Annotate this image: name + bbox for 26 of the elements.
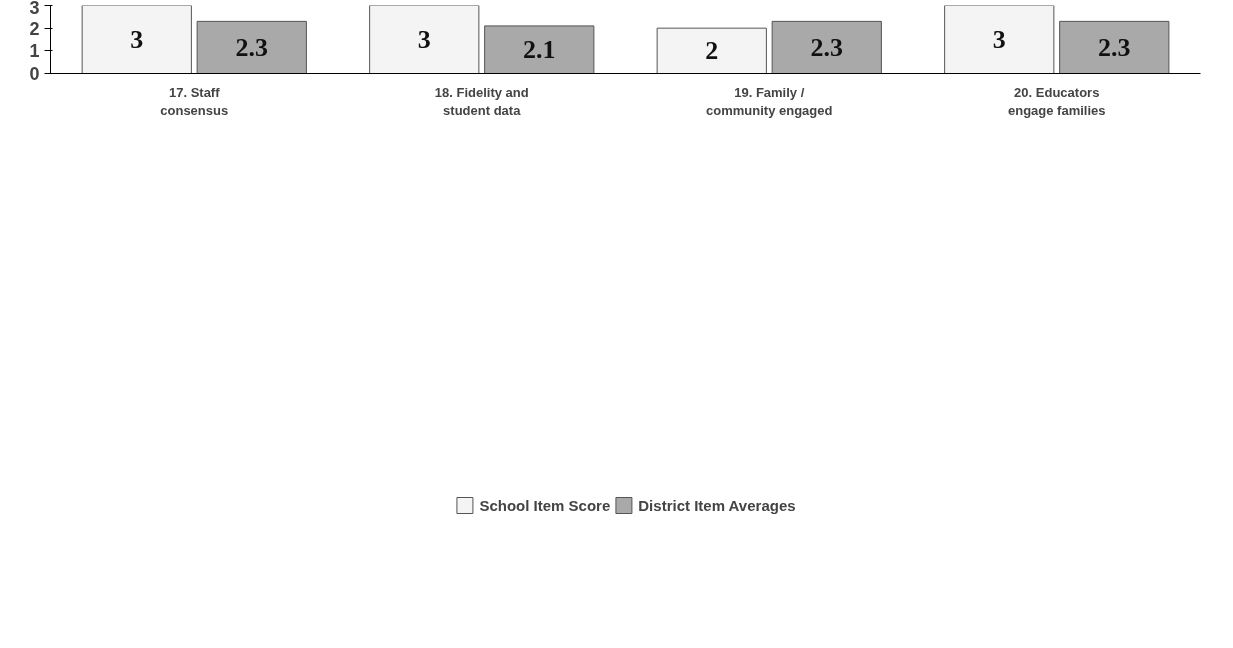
bar — [81, 5, 192, 74]
data-label: 2.3 — [810, 32, 843, 62]
data-label: 3 — [130, 25, 144, 54]
bar — [771, 20, 882, 74]
y-tick-label: 1 — [29, 41, 40, 62]
x-tick-label: 18. Fidelity and student data — [434, 84, 529, 118]
data-label: 2 — [705, 36, 719, 66]
bar — [196, 20, 307, 74]
data-label: 2.3 — [1098, 32, 1131, 62]
data-label: 2.3 — [235, 32, 268, 62]
y-tick-label: 3 — [29, 0, 40, 18]
bar — [656, 27, 767, 74]
x-tick-label: 20. Educators engage families — [1007, 84, 1106, 118]
data-label: 3 — [992, 25, 1006, 54]
x-tick-label: 17. Staff consensus — [160, 84, 229, 118]
legend-label: School Item Score — [479, 496, 611, 514]
bar — [484, 25, 595, 74]
data-label: 2.1 — [523, 35, 556, 65]
bar — [1059, 20, 1170, 74]
bar — [369, 5, 480, 74]
y-tick-label: 2 — [29, 18, 40, 39]
y-tick-label: 0 — [29, 64, 40, 84]
bar — [944, 5, 1055, 74]
x-tick-label: 19. Family / community engaged — [706, 84, 833, 118]
legend-label: District Item Averages — [638, 496, 796, 514]
data-label: 3 — [417, 25, 431, 54]
